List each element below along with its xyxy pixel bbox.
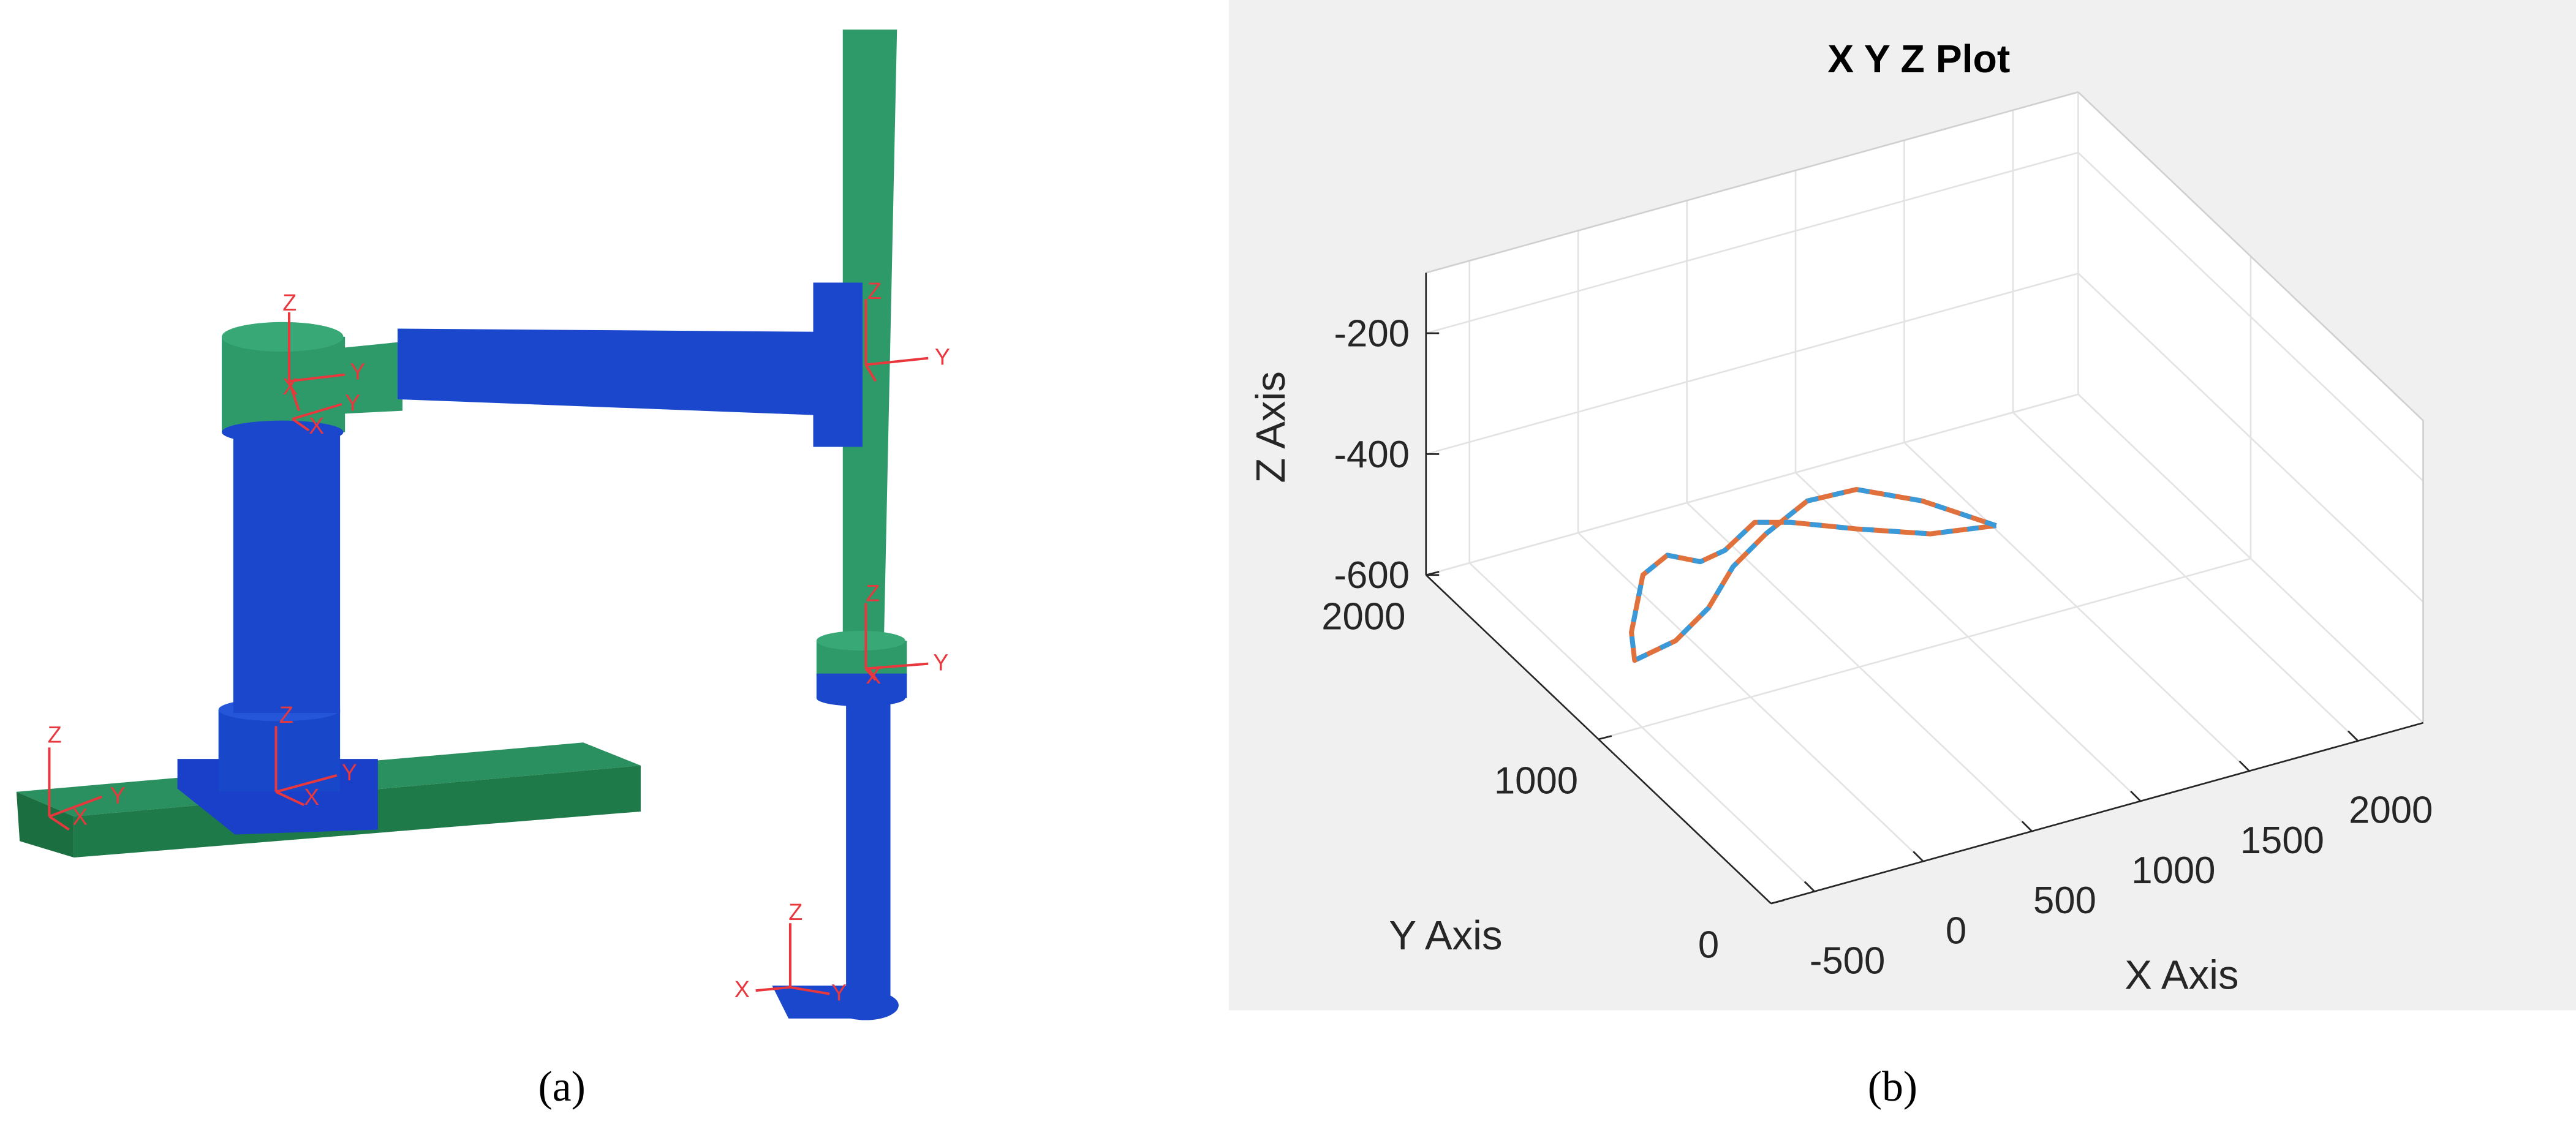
x-tick-label: 2000 <box>2349 790 2433 832</box>
wrist-bottom-cap <box>816 690 905 707</box>
grid-line <box>1598 557 2251 741</box>
frame-axes <box>287 312 346 432</box>
frame-label: Y <box>935 344 950 370</box>
x-tick <box>2021 821 2033 832</box>
x-tick-label: -500 <box>1810 940 1885 982</box>
frame-label: Z <box>867 278 882 304</box>
frame-axes <box>274 726 338 807</box>
panel-label: (b) <box>1868 1063 1917 1110</box>
arm <box>397 328 830 416</box>
y-tick-label: 1000 <box>1494 760 1578 802</box>
frame-label: Z <box>282 290 297 315</box>
tool-plate <box>772 986 871 1019</box>
frames: Z Y X Z X Y Z Y X Y X Z Y Z Y X Z X Y <box>48 278 950 1005</box>
grid-line <box>1426 151 2079 334</box>
frame-label: X <box>735 976 750 1002</box>
x-tick-label: 1000 <box>2131 850 2215 892</box>
x-axis-label: X Axis <box>2125 952 2238 998</box>
y-tick-label: 0 <box>1698 924 1719 967</box>
frame-label: Y <box>350 359 365 385</box>
y-tick-label: 2000 <box>1321 595 1405 638</box>
grid-line <box>1426 273 2079 455</box>
column-head <box>222 336 346 432</box>
y-tick <box>1770 899 1785 905</box>
x-tick <box>1804 881 1815 892</box>
frame-label: Y <box>342 760 357 785</box>
frame-label: Z <box>279 702 293 728</box>
frame-label: Z <box>866 581 880 606</box>
grid-line <box>1426 393 2079 576</box>
x-tick <box>2238 760 2250 772</box>
frame-label: Y <box>345 390 360 416</box>
shaft <box>846 703 891 1006</box>
x-tick-label: 500 <box>2033 880 2096 922</box>
xyz-plot: -600 -400 -200 0 1000 2000 -500 0 500 1000 1500 200… <box>1248 37 2433 998</box>
x-tick-label: 0 <box>1946 910 1966 952</box>
grid-line <box>2077 273 2424 603</box>
x-tick <box>2130 790 2142 802</box>
x-axis-line <box>1770 722 2423 905</box>
frame-label: X <box>304 784 319 810</box>
frame-label: X <box>282 374 298 399</box>
column-joint <box>222 420 344 444</box>
wrist-top <box>816 630 905 651</box>
frame-label: X <box>72 804 88 829</box>
vertical-column <box>842 29 897 644</box>
frame-label: Y <box>831 979 847 1005</box>
column-head-top <box>222 322 344 352</box>
box-edge <box>2077 91 2424 421</box>
chart-title: X Y Z Plot <box>1827 37 2010 81</box>
frame-label: X <box>866 663 881 688</box>
grid-line <box>2077 393 2424 724</box>
trajectory <box>1629 487 1997 663</box>
axes-box <box>1426 92 2423 904</box>
robot-model: Z Y X Z X Y Z Y X Y X Z Y Z Y X Z X Y <box>16 29 950 1020</box>
z-tick-label: -400 <box>1334 434 1410 476</box>
pedestal-cylinder <box>218 709 341 792</box>
frame-axes <box>864 299 929 382</box>
x-tick <box>1913 851 1924 862</box>
frame-label: X <box>309 413 324 439</box>
frame-label: Z <box>48 722 62 747</box>
panel-label: (a) <box>538 1063 585 1110</box>
grid-line <box>2077 152 2424 482</box>
y-tick <box>1598 735 1612 741</box>
z-tick-label: -600 <box>1334 554 1410 597</box>
arm-connector <box>336 341 403 414</box>
z-tick-label: -200 <box>1334 312 1410 355</box>
y-tick <box>1426 571 1440 576</box>
frame-axes <box>755 923 830 995</box>
frame-label: Y <box>933 649 948 675</box>
base-end <box>16 791 74 858</box>
frame-axes <box>48 747 102 831</box>
x-tick <box>2347 730 2359 742</box>
x-tick-label: 1500 <box>2240 820 2324 862</box>
box-edge <box>1426 91 2079 274</box>
flange <box>813 282 863 447</box>
frame-label: Z <box>788 899 803 925</box>
y-axis-label: Y Axis <box>1389 913 1502 959</box>
frame-axes <box>864 603 929 681</box>
z-axis-label: Z Axis <box>1248 371 1294 483</box>
frame-label: Y <box>110 783 126 809</box>
column <box>233 430 341 714</box>
